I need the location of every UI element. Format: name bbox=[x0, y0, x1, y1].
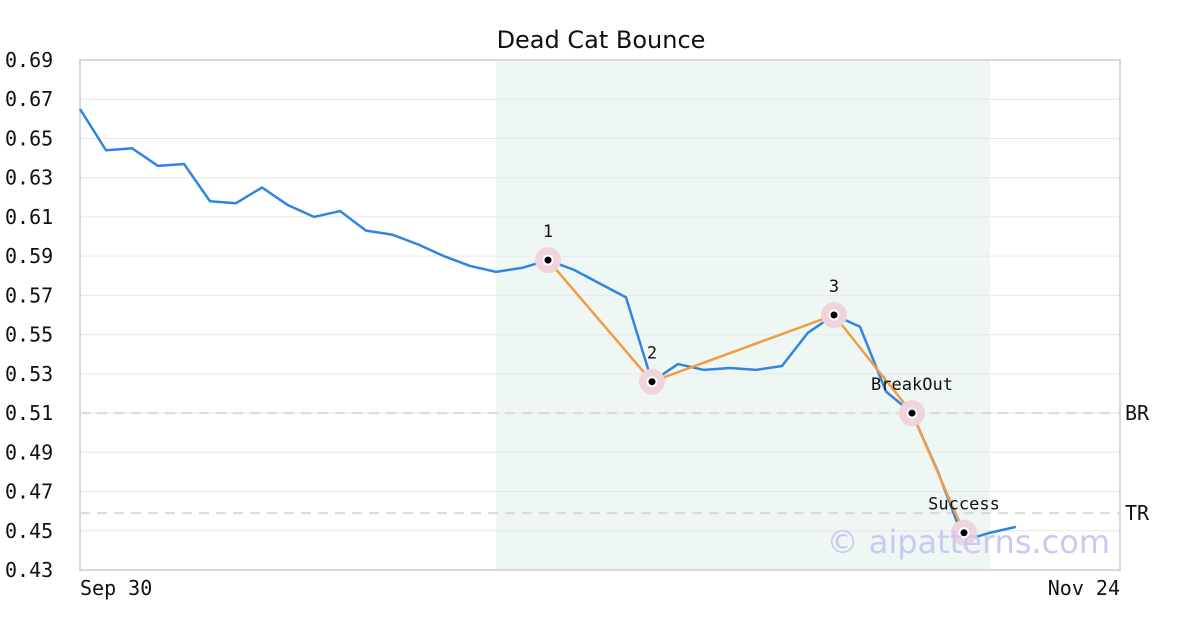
y-tick-label: 0.45 bbox=[5, 519, 53, 543]
pattern-point-label: 1 bbox=[543, 222, 553, 242]
x-axis: Sep 30 Nov 24 bbox=[80, 576, 1120, 600]
pattern-point-label: BreakOut bbox=[871, 375, 953, 395]
highlight-layer bbox=[496, 60, 990, 570]
pattern-point-marker bbox=[830, 311, 838, 319]
y-tick-label: 0.51 bbox=[5, 401, 53, 425]
y-tick-label: 0.59 bbox=[5, 244, 53, 268]
y-tick-label: 0.43 bbox=[5, 558, 53, 582]
y-tick-label: 0.47 bbox=[5, 480, 53, 504]
y-tick-label: 0.63 bbox=[5, 166, 53, 190]
x-tick-label: Sep 30 bbox=[80, 576, 152, 600]
pattern-point-label: 2 bbox=[647, 344, 657, 364]
pattern-point-label: Success bbox=[928, 495, 1000, 515]
pattern-point-label: 3 bbox=[829, 277, 839, 297]
y-tick-label: 0.67 bbox=[5, 87, 53, 111]
pattern-point-marker bbox=[908, 409, 916, 417]
y-tick-label: 0.65 bbox=[5, 126, 53, 150]
marker-layer: 1 2 3 BreakOut Success bbox=[535, 222, 1000, 546]
plot-border bbox=[79, 59, 1121, 571]
x-tick-label: Nov 24 bbox=[1048, 576, 1120, 600]
y-tick-label: 0.55 bbox=[5, 323, 53, 347]
reference-line-layer: BR TR bbox=[80, 401, 1150, 525]
pattern-point-marker bbox=[648, 378, 656, 386]
y-tick-label: 0.49 bbox=[5, 440, 53, 464]
watermark: © aipatterns.com bbox=[827, 523, 1110, 561]
pattern-point-marker bbox=[544, 256, 552, 264]
y-tick-label: 0.61 bbox=[5, 205, 53, 229]
y-tick-label: 0.69 bbox=[5, 48, 53, 72]
chart-title: Dead Cat Bounce bbox=[497, 26, 706, 54]
y-tick-label: 0.57 bbox=[5, 283, 53, 307]
reference-line-label: TR bbox=[1125, 501, 1150, 525]
pattern-point-marker bbox=[960, 529, 968, 537]
reference-line-label: BR bbox=[1125, 401, 1150, 425]
y-tick-label: 0.53 bbox=[5, 362, 53, 386]
highlight-band bbox=[496, 60, 990, 570]
y-axis: 0.69 0.67 0.65 0.63 0.61 0.59 0.57 0.55 0.53 0.51… bbox=[5, 48, 53, 582]
